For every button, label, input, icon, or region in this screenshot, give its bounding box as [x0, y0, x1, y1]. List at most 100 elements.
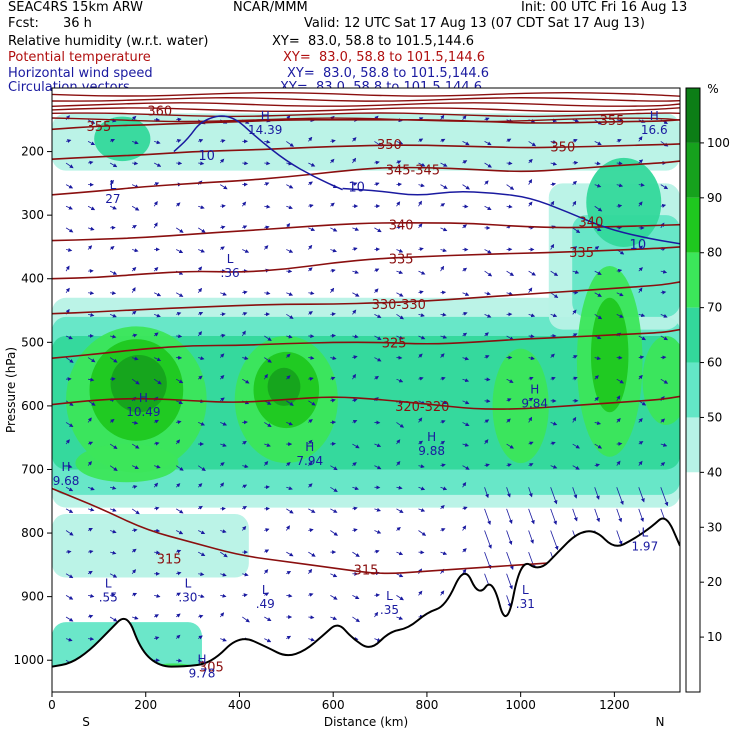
circulation-vector — [132, 161, 139, 166]
circulation-vector — [220, 637, 227, 642]
circulation-vector — [87, 461, 93, 466]
circulation-vector — [242, 593, 248, 598]
circulation-vector — [219, 462, 225, 467]
circulation-vector — [176, 571, 182, 576]
circulation-vector — [352, 292, 360, 297]
theta-contour-345 — [52, 160, 680, 196]
circulation-vector — [88, 377, 95, 382]
circulation-vector — [308, 291, 315, 296]
extremum-value: 16.6 — [641, 123, 668, 137]
circulation-vector — [550, 313, 558, 318]
circulation-vector — [197, 375, 203, 380]
circulation-vector — [506, 204, 513, 209]
circulation-vector — [242, 484, 248, 489]
circulation-vector — [153, 222, 158, 229]
circulation-vector — [572, 160, 579, 165]
circulation-vector — [263, 460, 269, 466]
circulation-vector — [109, 179, 114, 185]
circulation-vector — [220, 551, 228, 558]
circulation-vector — [308, 551, 316, 557]
theta-contour-330 — [52, 281, 680, 315]
circulation-vector — [131, 310, 137, 315]
circulation-vector — [528, 441, 534, 446]
circulation-vector — [131, 287, 136, 293]
circulation-vector — [484, 141, 492, 146]
circulation-vector — [263, 569, 269, 575]
rh-cell — [492, 348, 549, 464]
circulation-vector — [352, 137, 357, 142]
circulation-vector — [660, 418, 666, 423]
circulation-vector — [528, 376, 534, 381]
circulation-vector — [638, 182, 645, 187]
circulation-vector — [65, 637, 73, 642]
circulation-vector — [550, 353, 555, 358]
circulation-vector — [308, 376, 314, 381]
circulation-vector — [330, 398, 336, 403]
circulation-vector — [440, 227, 448, 232]
circulation-vector — [528, 287, 533, 293]
circulation-vector — [506, 138, 512, 143]
circulation-vector — [87, 205, 96, 211]
circulation-vector — [418, 486, 426, 491]
circulation-vector — [506, 573, 513, 590]
circulation-vector — [396, 314, 404, 320]
circulation-vector — [352, 420, 358, 424]
circulation-vector — [660, 203, 667, 208]
circulation-vector — [264, 357, 272, 363]
circulation-vector — [462, 224, 467, 229]
circulation-vector — [440, 504, 445, 510]
extremum-value: .30 — [178, 590, 197, 604]
colorbar-segment — [686, 362, 700, 418]
circulation-vector — [352, 270, 359, 274]
colorbar-tick-label: 10 — [707, 630, 722, 644]
circulation-vector — [506, 270, 515, 276]
circulation-vector — [418, 590, 423, 596]
circulation-vector — [87, 226, 95, 231]
theta-label: 340 — [389, 219, 414, 234]
circulation-vector — [110, 485, 117, 490]
circulation-vector — [374, 160, 380, 165]
rh-cell — [75, 444, 179, 483]
circulation-vector — [396, 270, 404, 275]
circulation-vector — [154, 140, 161, 145]
circulation-vector — [396, 248, 404, 253]
circulation-vector — [638, 460, 643, 466]
circulation-vector — [660, 442, 668, 447]
circulation-vector — [330, 573, 338, 578]
extremum-value: 27 — [105, 192, 120, 206]
circulation-vector — [440, 440, 446, 445]
rh-cell — [642, 335, 680, 425]
circulation-vector — [65, 573, 74, 579]
circulation-vector — [506, 595, 512, 608]
circulation-vector — [65, 162, 74, 169]
rh-cell — [94, 116, 151, 162]
x-tick-label: 1000 — [505, 698, 536, 712]
colorbar-tick-label: 30 — [707, 520, 722, 534]
circulation-vector — [264, 616, 272, 622]
circulation-vector — [65, 439, 70, 445]
circulation-vector — [550, 530, 559, 551]
circulation-vector — [242, 572, 249, 577]
circulation-vector — [87, 441, 94, 446]
circulation-vector — [374, 375, 379, 380]
circulation-vector — [308, 400, 316, 406]
circulation-vector — [153, 292, 162, 297]
circulation-vector — [132, 248, 139, 253]
circulation-vector — [198, 614, 204, 619]
circulation-vector — [176, 249, 184, 254]
circulation-vector — [374, 268, 380, 273]
field-label-theta: Potential temperature — [8, 50, 151, 65]
circulation-vector — [286, 205, 293, 210]
circulation-vector — [572, 270, 580, 274]
circulation-vector — [109, 357, 118, 363]
wind-contour-10 — [342, 187, 680, 245]
circulation-vector — [132, 420, 139, 425]
circulation-vector — [396, 485, 403, 490]
circulation-vector — [528, 313, 536, 318]
extremum-letter: H — [62, 460, 71, 474]
circulation-vector — [65, 139, 72, 143]
circulation-vector — [65, 508, 74, 513]
circulation-vector — [484, 355, 490, 359]
colorbar-frame — [685, 87, 701, 693]
circulation-vector — [175, 613, 181, 618]
